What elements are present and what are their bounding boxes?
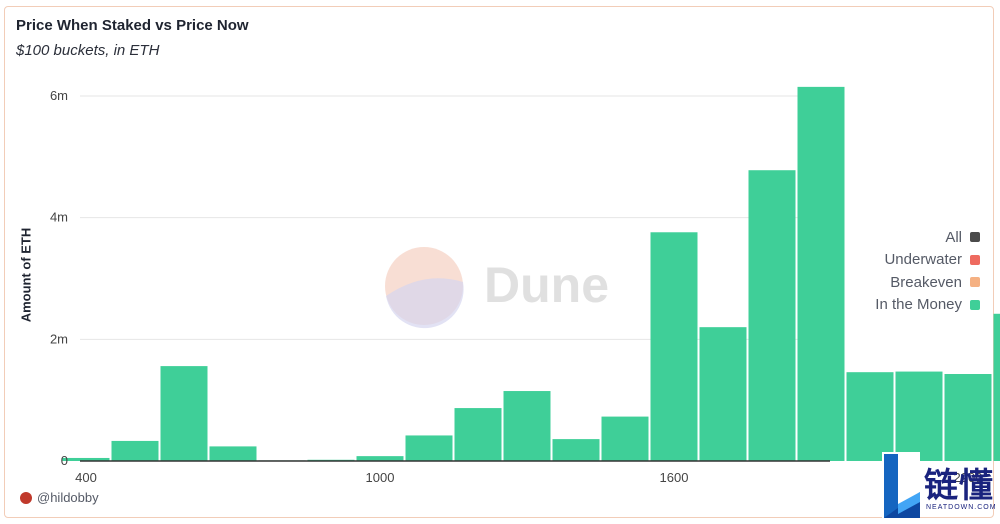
bar-in-the-money[interactable] [552,439,600,461]
bar-in-the-money[interactable] [797,86,845,461]
neatdown-l-icon [882,452,920,520]
dune-watermark: Dune [385,247,609,329]
neatdown-logo: 链懂 NEATDOWN.COM [882,452,997,520]
x-tick-label: 400 [75,470,97,485]
bar-in-the-money[interactable] [748,170,796,461]
x-tick-label: 1000 [366,470,395,485]
bar-in-the-money[interactable] [62,457,110,461]
bar-in-the-money[interactable] [405,435,453,461]
bar-in-the-money[interactable] [209,446,257,461]
brand-cn-text: 链懂 [924,466,994,506]
legend-swatch [970,232,980,243]
bar-in-the-money[interactable] [944,374,992,461]
bar-in-the-money[interactable] [160,366,208,461]
y-tick-label: 4m [50,210,68,225]
legend-label: All [945,228,962,246]
bar-in-the-money[interactable] [111,440,159,461]
author-avatar [20,491,32,504]
legend-item-all[interactable]: All [875,226,980,249]
author-handle[interactable]: @hildobby [37,490,99,505]
x-tick-label: 2200 [954,470,983,485]
bar-in-the-money[interactable] [454,408,502,461]
bar-in-the-money[interactable] [650,232,698,461]
y-tick-label: 0 [61,453,68,468]
bar-in-the-money[interactable] [846,372,894,461]
bar-in-the-money[interactable] [356,456,404,461]
legend-item-in-the-money[interactable]: In the Money [875,294,980,317]
legend-label: Underwater [884,251,962,269]
chart-subtitle: $100 buckets, in ETH [16,42,160,59]
legend: All Underwater Breakeven In the Money [875,226,980,316]
bar-in-the-money[interactable] [503,391,551,461]
chart-title: Price When Staked vs Price Now [16,17,249,34]
legend-swatch [970,299,980,310]
legend-label: In the Money [875,296,962,314]
legend-label: Breakeven [890,273,962,291]
footer: @hildobby [20,490,99,505]
x-tick-label: 1600 [660,470,689,485]
dune-watermark-text: Dune [484,257,609,313]
legend-swatch [970,254,980,265]
y-tick-label: 6m [50,88,68,103]
legend-item-breakeven[interactable]: Breakeven [875,271,980,294]
bar-in-the-money[interactable] [895,371,943,461]
legend-item-underwater[interactable]: Underwater [875,249,980,272]
bar-in-the-money[interactable] [699,327,747,461]
bar-in-the-money[interactable] [601,416,649,461]
y-tick-label: 2m [50,331,68,346]
brand-en-text: NEATDOWN.COM [926,504,997,511]
legend-swatch [970,277,980,288]
bar-in-the-money[interactable] [993,313,1000,461]
